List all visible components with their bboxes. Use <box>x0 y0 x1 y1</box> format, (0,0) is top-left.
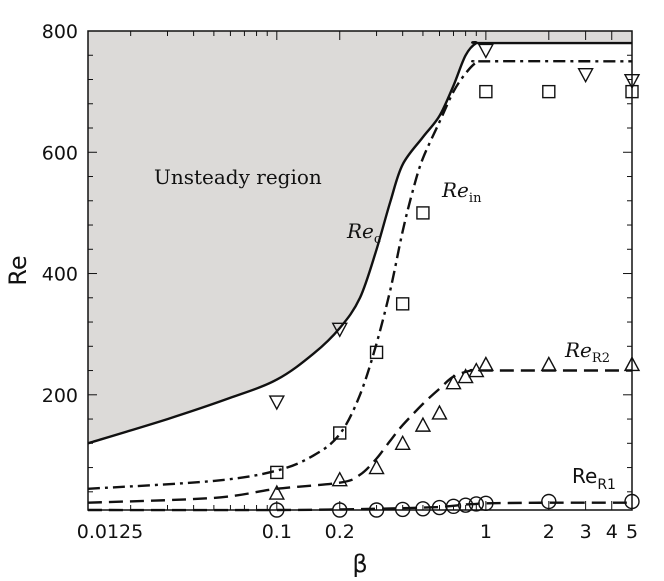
series-label-re-r1-main: Re <box>572 464 597 488</box>
series-label-re-in: Rein <box>441 178 482 206</box>
marker-triangle-up <box>431 404 448 420</box>
marker-square <box>542 84 556 99</box>
series-label-re-c-sub: c <box>374 232 381 247</box>
marker-triangle-up <box>445 374 462 390</box>
marker-square <box>369 345 384 360</box>
marker-circle <box>415 501 431 517</box>
series-label-re-r2-main: Re <box>564 338 592 362</box>
marker-circle <box>468 496 485 512</box>
x-tick-label: 4 <box>606 521 618 543</box>
y-tick-label: 600 <box>42 142 78 164</box>
x-tick-label: 5 <box>626 521 638 543</box>
unsteady-region-label: Unsteady region <box>154 165 322 189</box>
y-tick-label: 200 <box>42 385 78 407</box>
y-tick-label: 800 <box>42 21 78 43</box>
marker-circle <box>445 498 462 515</box>
y-tick-label: 400 <box>42 264 78 286</box>
marker-triangle-up <box>540 356 557 372</box>
marker-square <box>333 426 347 440</box>
y-axis-label: Re <box>4 255 32 285</box>
series-label-re-r2-sub: R2 <box>592 351 610 366</box>
marker-triangle-up <box>331 471 348 487</box>
series-label-re-in-main: Re <box>441 178 469 202</box>
marker-circle <box>457 497 474 513</box>
series-label-re-c: Rec <box>346 219 381 247</box>
series-label-re-r1: ReR1 <box>572 464 616 493</box>
marker-triangle-up <box>268 484 285 500</box>
unsteady-region-fill <box>88 31 632 444</box>
marker-circle <box>541 493 557 510</box>
tick-labels: 0.0125 0.1 0.2 1 2 3 4 5 200 400 600 800 <box>42 21 638 543</box>
x-tick-label: 0.0125 <box>77 521 143 543</box>
x-tick-label: 0.2 <box>325 521 355 543</box>
marker-triangle-up <box>394 434 411 451</box>
x-tick-label: 1 <box>480 521 492 543</box>
x-tick-label: 3 <box>580 521 592 543</box>
marker-triangle-up <box>477 356 495 372</box>
marker-triangle-down <box>577 67 594 84</box>
marker-triangle-up <box>414 416 432 432</box>
marker-triangle-up <box>368 459 385 475</box>
x-axis-label: β <box>352 550 367 578</box>
marker-square <box>395 297 410 311</box>
series-line-1 <box>87 60 633 490</box>
plot-frame <box>87 30 633 511</box>
series-line-0 <box>87 41 632 445</box>
marker-triangle-down <box>477 43 495 59</box>
x-tick-label: 0.1 <box>262 521 292 543</box>
marker-square <box>270 465 284 480</box>
marker-triangle-down <box>331 322 348 338</box>
x-tick-label: 2 <box>543 521 555 543</box>
series-label-re-r1-sub: R1 <box>597 477 616 493</box>
marker-triangle-down <box>268 395 285 411</box>
series-label-re-c-main: Re <box>346 219 374 243</box>
marker-square <box>416 206 430 220</box>
series-label-re-in-sub: in <box>469 191 482 206</box>
marker-square <box>479 84 493 99</box>
series-label-re-r2: ReR2 <box>564 338 610 366</box>
